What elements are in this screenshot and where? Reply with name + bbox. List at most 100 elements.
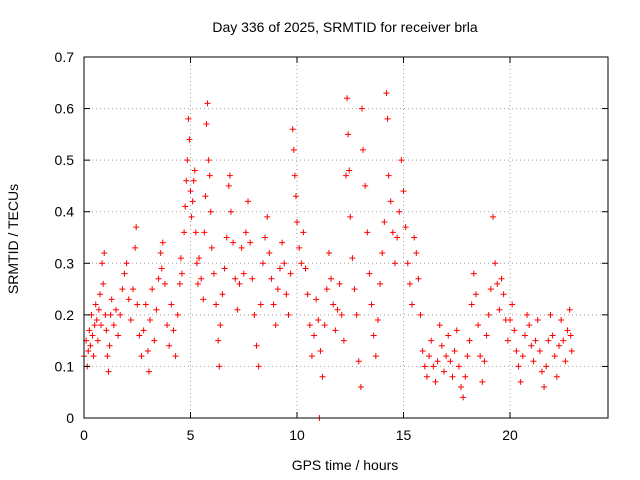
chart-title: Day 336 of 2025, SRMTID for receiver brl… (212, 19, 478, 35)
data-point (447, 358, 454, 365)
data-point (551, 353, 558, 360)
data-point (366, 270, 373, 277)
data-point (136, 332, 143, 339)
data-point (186, 136, 193, 143)
data-point (545, 337, 552, 344)
data-point (108, 296, 115, 303)
data-point (404, 260, 411, 267)
data-point (379, 249, 386, 256)
data-point (290, 146, 297, 153)
data-point (496, 306, 503, 313)
data-point (145, 368, 152, 375)
data-point (487, 286, 494, 293)
data-point (481, 358, 488, 365)
data-point (204, 100, 211, 107)
data-point (216, 363, 223, 370)
y-tick-label: 0.3 (55, 255, 75, 271)
data-point (93, 317, 100, 324)
data-point (129, 286, 136, 293)
x-tick-label: 5 (187, 427, 195, 443)
data-point (287, 270, 294, 277)
data-point (492, 260, 499, 267)
data-point (567, 332, 574, 339)
data-point (417, 311, 424, 318)
data-point (234, 306, 241, 313)
y-tick-label: 0.2 (55, 307, 75, 323)
y-tick-label: 0.5 (55, 152, 75, 168)
data-point (164, 322, 171, 329)
data-point (358, 105, 365, 112)
data-point (292, 193, 299, 200)
data-point (89, 332, 96, 339)
data-point (500, 291, 507, 298)
data-point (443, 353, 450, 360)
data-point (334, 306, 341, 313)
data-point (279, 239, 286, 246)
data-point (400, 188, 407, 195)
data-point (384, 115, 391, 122)
data-point (149, 286, 156, 293)
data-point (115, 332, 122, 339)
data-point (134, 301, 141, 308)
data-point (504, 337, 511, 344)
data-point (460, 394, 467, 401)
data-point (564, 327, 571, 334)
data-point (483, 332, 490, 339)
data-point (406, 280, 413, 287)
data-point (308, 353, 315, 360)
data-point (232, 275, 239, 282)
plot-frame (83, 56, 609, 419)
data-point (560, 337, 567, 344)
data-point (411, 234, 418, 241)
data-point (360, 146, 367, 153)
data-point (101, 249, 108, 256)
data-point (210, 270, 217, 277)
data-point (325, 249, 332, 256)
data-point (479, 378, 486, 385)
data-point (251, 311, 258, 318)
data-point (549, 332, 556, 339)
data-point (387, 198, 394, 205)
data-point (541, 384, 548, 391)
data-point (311, 332, 318, 339)
data-point (489, 213, 496, 220)
data-point (532, 337, 539, 344)
data-point (230, 239, 237, 246)
data-point (453, 327, 460, 334)
data-point (528, 342, 535, 349)
data-point (351, 286, 358, 293)
data-point (536, 347, 543, 354)
data-point (468, 301, 475, 308)
data-point (119, 286, 126, 293)
data-point (193, 260, 200, 267)
data-point (86, 327, 93, 334)
data-point (445, 332, 452, 339)
data-point (323, 286, 330, 293)
data-point (449, 373, 456, 380)
data-point (353, 311, 360, 318)
ticks-layer (83, 56, 608, 419)
data-point (306, 322, 313, 329)
data-point (110, 322, 117, 329)
data-point (172, 353, 179, 360)
data-point (291, 172, 298, 179)
data-point (94, 337, 101, 344)
data-point (466, 337, 473, 344)
data-point (100, 280, 107, 287)
data-point (249, 275, 256, 282)
data-point (98, 322, 105, 329)
data-point (432, 378, 439, 385)
data-point (221, 265, 228, 272)
data-point (191, 167, 198, 174)
data-point (477, 353, 484, 360)
data-point (296, 244, 303, 251)
data-point (402, 224, 409, 231)
data-point (281, 260, 288, 267)
x-tick-label: 15 (396, 427, 412, 443)
data-point (270, 301, 277, 308)
data-point (181, 229, 188, 236)
data-point (430, 363, 437, 370)
data-point (127, 317, 134, 324)
